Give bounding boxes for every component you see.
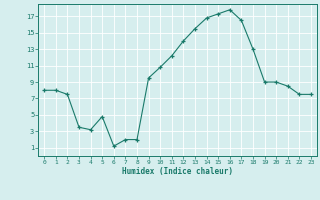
- X-axis label: Humidex (Indice chaleur): Humidex (Indice chaleur): [122, 167, 233, 176]
